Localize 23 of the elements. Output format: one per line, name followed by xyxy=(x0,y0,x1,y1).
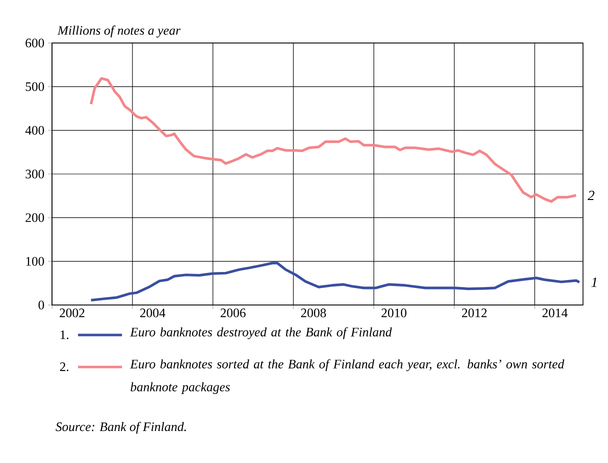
y-tick-label: 600 xyxy=(26,38,44,48)
annotation: 1 xyxy=(591,278,596,287)
annotation: 2 xyxy=(588,190,594,200)
source-note: Source: Bank of Finland. xyxy=(56,422,186,434)
y-tick-label: 300 xyxy=(26,170,44,178)
y-tick-label: 200 xyxy=(26,213,44,222)
x-tick-label: 2002 xyxy=(60,308,84,318)
y-axis-title: Millions of notes a year xyxy=(57,26,181,38)
x-tick-label: 2010 xyxy=(382,308,406,318)
y-tick-label: 500 xyxy=(26,82,44,92)
y-tick-label: 100 xyxy=(26,256,44,266)
legend-label: Euro banknotes sorted at the Bank of Finland each year, excl. banks’ own sorted banknote packages xyxy=(130,359,564,394)
x-tick-label: 2012 xyxy=(462,308,487,318)
x-tick-label: 2014 xyxy=(542,308,568,318)
line-series xyxy=(90,77,578,203)
y-tick-label: 400 xyxy=(25,126,44,135)
x-tick-label: 2006 xyxy=(220,308,246,318)
x-tick-label: 2004 xyxy=(140,308,166,318)
legend-label: Euro banknotes destroyed at the Bank of Finland xyxy=(130,327,392,340)
text: 2. xyxy=(60,362,68,372)
y-tick-label: 0 xyxy=(38,300,44,310)
text: 1. xyxy=(60,330,68,340)
x-tick-label: 2008 xyxy=(301,308,326,318)
